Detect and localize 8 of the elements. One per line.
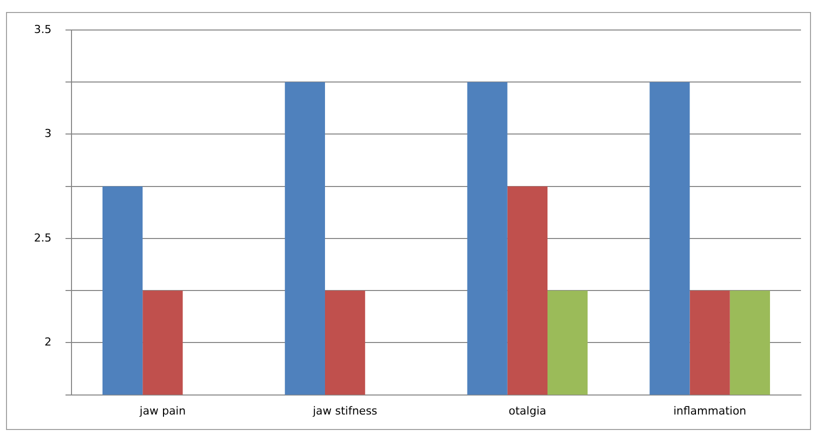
x-tick-label: inflammation (673, 404, 746, 418)
y-tick-label: 3.5 (34, 22, 52, 36)
x-tick-label: jaw stifness (312, 404, 378, 418)
y-tick-label: 3 (44, 127, 52, 140)
y-tick-label: 2.5 (34, 231, 52, 244)
x-tick-label: otalgia (508, 404, 546, 418)
y-tick-label: 2 (44, 336, 52, 349)
x-tick-label: jaw pain (138, 404, 186, 418)
